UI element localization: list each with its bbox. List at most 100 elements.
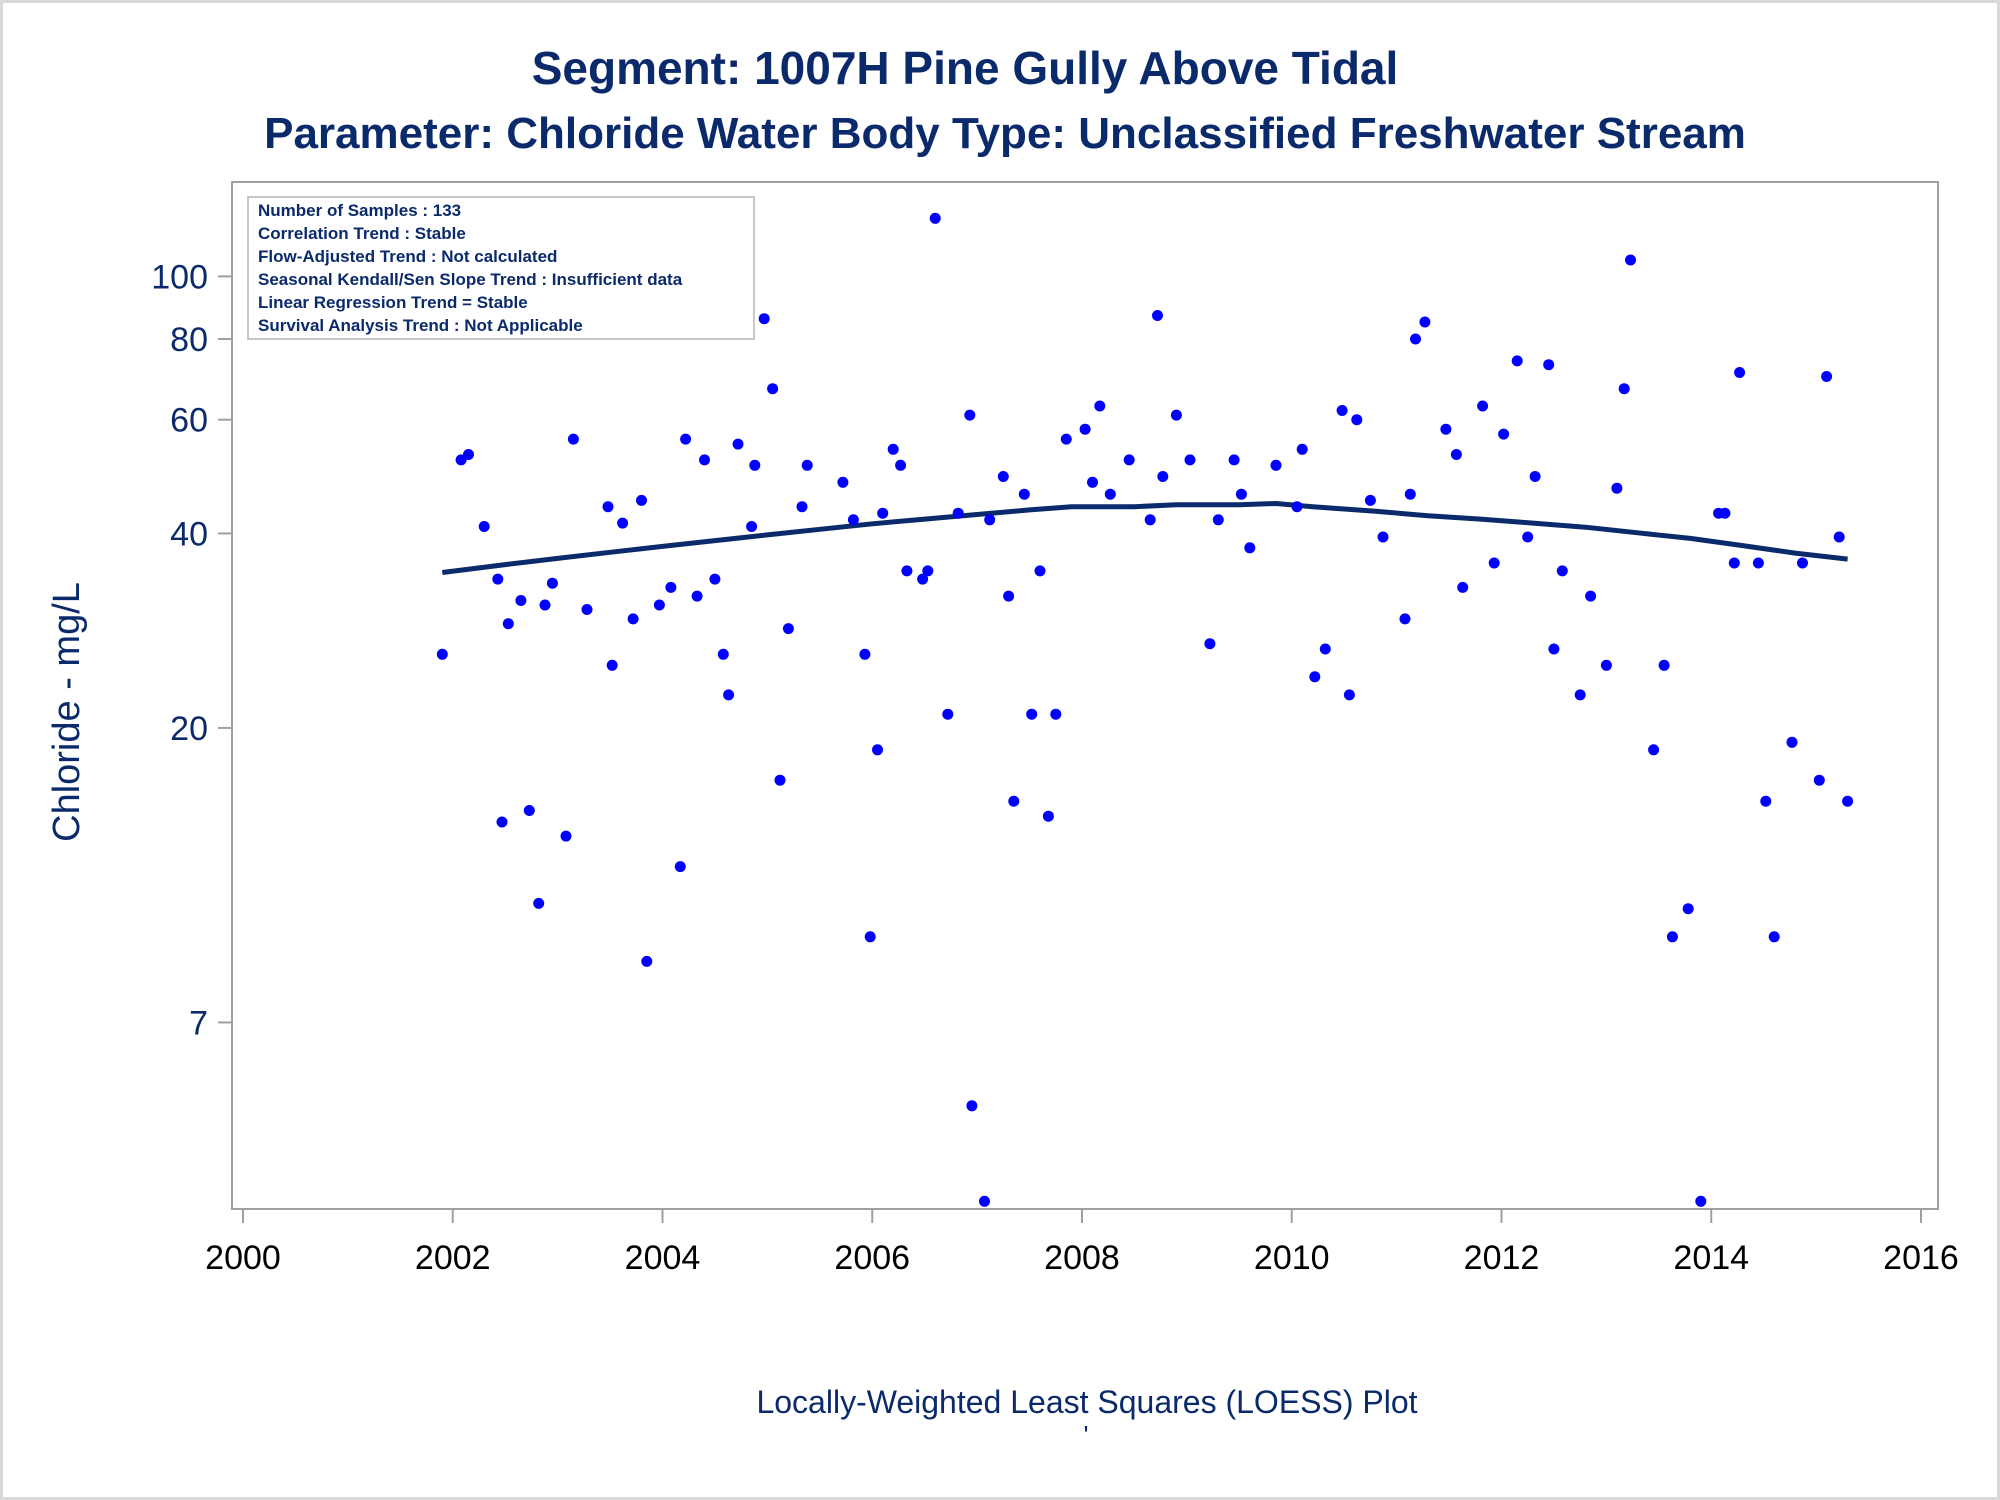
data-point — [1144, 514, 1156, 526]
data-point — [1152, 310, 1163, 321]
stats-line: Seasonal Kendall/Sen Slope Trend : Insuf… — [258, 270, 683, 289]
x-tick-label: 2000 — [205, 1239, 281, 1277]
data-point — [699, 454, 710, 466]
data-point — [1457, 581, 1469, 593]
chart-title: Segment: 1007H Pine Gully Above Tidal — [532, 42, 1399, 94]
x-axis: 2000 2002 2004 2006 2008 2010 2012 2014 2016 — [205, 1209, 1959, 1277]
x-tick-label: 2016 — [1883, 1239, 1959, 1277]
data-point — [1585, 590, 1597, 602]
data-point — [717, 648, 729, 660]
data-point — [602, 501, 614, 513]
data-point — [746, 521, 758, 532]
data-point — [436, 648, 448, 660]
data-point — [1050, 708, 1062, 720]
stats-line: Number of Samples : 133 — [258, 201, 461, 220]
data-point — [1440, 423, 1452, 435]
data-point — [1477, 400, 1489, 412]
data-point — [539, 599, 551, 611]
data-point — [801, 459, 813, 471]
y-tick-label: 80 — [170, 321, 208, 359]
data-point — [581, 604, 593, 615]
x-tick-label: 2002 — [415, 1239, 491, 1277]
data-point — [1204, 638, 1216, 650]
data-point — [1813, 774, 1825, 786]
y-tick-label: 60 — [170, 402, 208, 440]
data-point — [1786, 736, 1798, 748]
data-point — [1574, 689, 1586, 701]
data-point — [560, 830, 572, 842]
data-point — [1336, 405, 1348, 416]
data-point — [1821, 371, 1833, 382]
data-point — [1752, 557, 1764, 569]
stats-line: Linear Regression Trend = Stable — [258, 293, 528, 312]
y-axis-title: Chloride - mg/L — [46, 582, 88, 842]
data-point — [1833, 531, 1845, 543]
x-tick-label: 2006 — [834, 1239, 910, 1277]
scatter-points — [436, 212, 1854, 1207]
data-point — [1404, 488, 1416, 500]
data-point — [749, 459, 761, 471]
data-point — [1488, 557, 1500, 569]
data-point — [1522, 531, 1534, 543]
data-point — [1296, 443, 1308, 455]
data-point — [1094, 400, 1106, 412]
data-point — [1157, 471, 1169, 482]
data-point — [887, 443, 899, 455]
loess-line — [441, 501, 1848, 575]
data-point — [917, 573, 929, 585]
data-point — [1797, 557, 1808, 569]
data-point — [1410, 333, 1421, 345]
data-point — [492, 573, 504, 585]
data-point — [502, 618, 514, 630]
data-point — [1104, 488, 1116, 500]
data-point — [895, 459, 907, 471]
data-point — [1319, 643, 1331, 655]
data-point — [653, 599, 665, 611]
data-point — [496, 816, 508, 828]
data-point — [1087, 476, 1098, 488]
footnote: Locally-Weighted Least Squares (LOESS) P… — [756, 1384, 1417, 1420]
data-point — [1018, 488, 1030, 500]
data-point — [837, 476, 849, 488]
data-point — [1682, 903, 1694, 915]
data-point — [1548, 643, 1560, 655]
data-point — [966, 1100, 978, 1112]
data-point — [674, 861, 686, 873]
data-point — [478, 521, 490, 532]
data-point — [796, 501, 808, 513]
x-tick-label: 2004 — [625, 1239, 701, 1277]
data-point — [1419, 316, 1431, 328]
data-point — [515, 595, 527, 606]
data-point — [1212, 514, 1224, 526]
data-point — [1309, 671, 1321, 683]
y-tick-label: 20 — [170, 710, 208, 748]
data-point — [617, 517, 629, 529]
data-point — [1728, 557, 1740, 569]
data-point — [732, 438, 744, 450]
data-point — [1351, 414, 1363, 426]
data-point — [680, 433, 692, 445]
data-point — [1658, 659, 1670, 671]
data-point — [1026, 708, 1038, 720]
data-point — [723, 689, 735, 701]
data-point — [1719, 507, 1731, 519]
x-tick-label: 2012 — [1464, 1239, 1540, 1277]
data-point — [567, 433, 579, 445]
data-point — [774, 774, 786, 786]
plot-area — [231, 181, 1939, 1210]
data-point — [463, 449, 474, 460]
data-point — [1235, 488, 1247, 500]
data-point — [1079, 423, 1091, 435]
data-point — [1244, 542, 1256, 554]
data-point — [859, 648, 871, 660]
data-point — [1042, 810, 1054, 822]
data-point — [641, 955, 653, 967]
data-point — [1228, 454, 1240, 466]
data-point — [1695, 1195, 1707, 1207]
data-point — [1008, 795, 1020, 807]
data-point — [1270, 459, 1282, 471]
data-point — [1291, 501, 1303, 513]
data-point — [1618, 383, 1630, 395]
data-point — [1060, 433, 1072, 445]
